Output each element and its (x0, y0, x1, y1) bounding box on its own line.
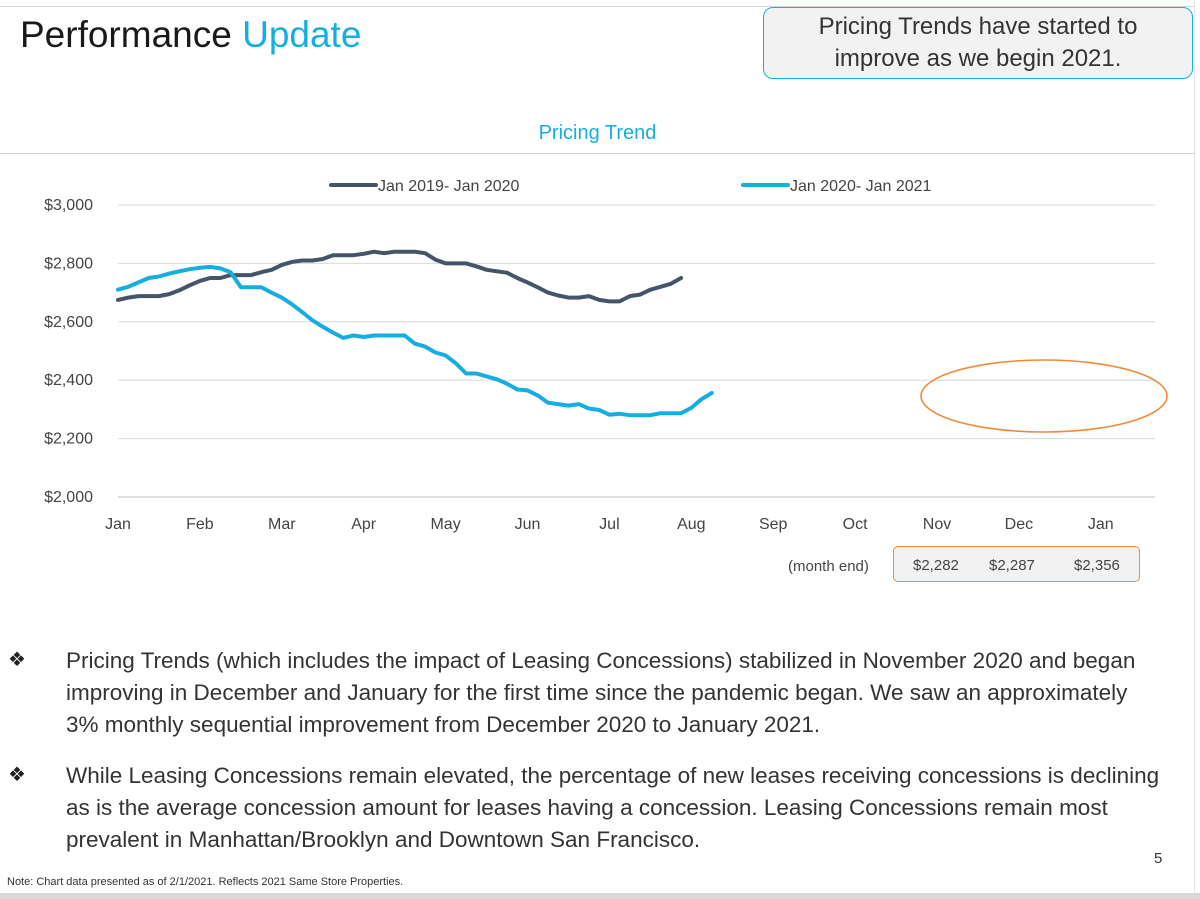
x-tick-label: Feb (186, 516, 214, 533)
x-tick-label: Apr (351, 516, 377, 533)
y-tick-label: $2,800 (44, 255, 93, 272)
page-title-accent: Update (242, 14, 362, 55)
series-line-1 (116, 249, 684, 304)
pricing-trend-chart: $2,000 $2,200 $2,400 $2,600 $2,800 $3,000 Jan F… (44, 178, 1168, 533)
month-end-label: (month end) (788, 558, 869, 575)
footnote: Note: Chart data presented as of 2/1/202… (7, 876, 404, 888)
chart-title-rule (0, 153, 1195, 154)
x-tick-label: Dec (1005, 516, 1033, 533)
top-rule (0, 6, 1195, 7)
y-tick-label: $2,400 (44, 372, 93, 389)
callout-box: Pricing Trends have started to improve a… (763, 7, 1193, 79)
month-end-values-box: $2,282 $2,287 $2,356 (893, 546, 1140, 582)
x-tick-label: Jul (599, 516, 619, 533)
x-tick-label: Jan (1088, 516, 1114, 533)
page-title-main: Performance (20, 14, 232, 55)
y-tick-label: $3,000 (44, 197, 93, 214)
legend-label: Jan 2020- Jan 2021 (790, 178, 932, 195)
chart-title: Pricing Trend (538, 122, 657, 144)
callout-line-1: Pricing Trends have started to (818, 13, 1138, 40)
x-tick-label: Sep (759, 516, 788, 533)
bullet-text: Pricing Trends (which includes the impac… (66, 648, 1136, 737)
x-tick-label: Aug (677, 516, 705, 533)
highlight-ellipse (920, 359, 1168, 433)
month-end-value-dec: $2,287 (989, 557, 1035, 574)
x-tick-label: Jun (515, 516, 541, 533)
x-tick-label: Oct (843, 516, 868, 533)
x-tick-label: Mar (268, 516, 296, 533)
y-tick-label: $2,200 (44, 431, 93, 448)
x-tick-label: May (430, 516, 460, 533)
month-end-value-jan: $2,356 (1074, 557, 1120, 574)
bottom-band (0, 893, 1200, 899)
page-number: 5 (1154, 850, 1163, 867)
series-line-2 (116, 264, 714, 418)
y-tick-label: $2,600 (44, 314, 93, 331)
diamond-bullet-icon: ❖ (8, 764, 26, 786)
diamond-bullet-icon: ❖ (8, 649, 26, 671)
page-title: Performance Update (20, 14, 361, 56)
slide-edge (1194, 0, 1195, 899)
callout-line-2: improve as we begin 2021. (834, 45, 1122, 72)
bullet-text: While Leasing Concessions remain elevate… (66, 763, 1160, 852)
y-tick-label: $2,000 (44, 489, 93, 506)
month-end-value-nov: $2,282 (913, 557, 959, 574)
x-tick-label: Jan (105, 516, 131, 533)
x-tick-label: Nov (923, 516, 951, 533)
legend-label: Jan 2019- Jan 2020 (378, 178, 520, 195)
